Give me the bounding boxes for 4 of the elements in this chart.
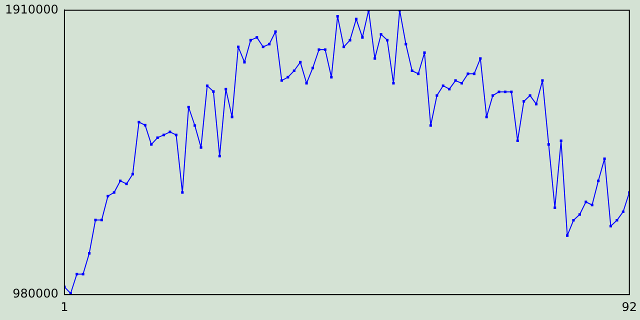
x-tick-label: 1 (60, 300, 68, 314)
x-tick-label: 92 (622, 300, 638, 314)
y-tick-label: 980000 (12, 286, 58, 301)
y-tick-label: 1910000 (4, 2, 58, 16)
